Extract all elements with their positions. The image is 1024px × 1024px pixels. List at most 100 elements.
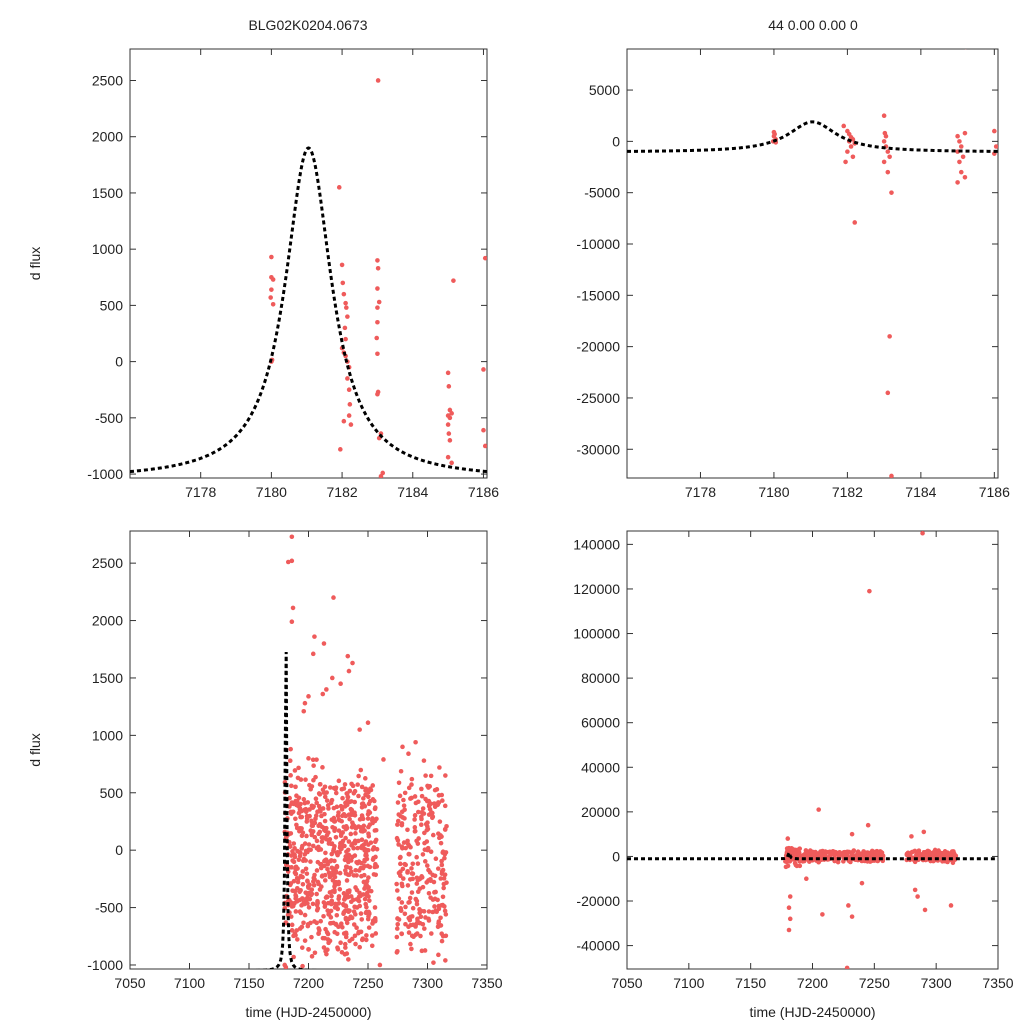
data-point	[785, 836, 791, 841]
data-point	[366, 831, 371, 837]
data-point	[435, 802, 441, 808]
data-point	[350, 854, 355, 860]
data-point	[950, 860, 956, 866]
data-point	[403, 904, 408, 910]
x-tick-label: 7180	[256, 484, 287, 500]
data-point	[310, 651, 316, 657]
data-point	[321, 641, 327, 646]
data-point	[295, 879, 301, 885]
data-point	[371, 872, 377, 877]
data-point	[865, 853, 871, 858]
data-point	[354, 873, 359, 878]
data-point	[328, 921, 333, 926]
data-point	[330, 675, 335, 681]
y-axis-label: d flux	[27, 247, 43, 280]
data-point	[347, 816, 352, 822]
data-point	[348, 831, 354, 837]
data-point	[344, 878, 350, 883]
data-point	[409, 782, 414, 787]
data-point	[301, 797, 307, 802]
x-tick-label: 7300	[921, 975, 952, 991]
data-point	[353, 831, 358, 836]
data-point	[366, 789, 371, 795]
data-point	[331, 805, 337, 811]
x-tick-label: 7182	[327, 484, 358, 500]
data-point	[406, 930, 412, 935]
data-point	[419, 793, 425, 799]
data-point	[319, 813, 324, 819]
data-point	[396, 896, 402, 901]
x-tick-label: 7182	[832, 484, 863, 500]
data-point	[419, 948, 425, 954]
data-point	[309, 820, 315, 825]
data-point	[398, 813, 404, 819]
y-tick-label: 1500	[92, 185, 123, 201]
y-tick-label: -40000	[576, 938, 620, 954]
data-point	[338, 843, 343, 849]
data-point	[947, 852, 953, 857]
data-point	[436, 831, 441, 836]
data-point	[366, 888, 372, 893]
y-tick-label: 2000	[92, 613, 123, 629]
data-point	[336, 778, 342, 784]
data-point	[951, 849, 956, 854]
x-tick-label: 7100	[174, 975, 205, 991]
x-tick-label: 7180	[758, 484, 789, 500]
data-point	[375, 258, 380, 263]
data-point	[345, 798, 350, 803]
data-point	[792, 860, 798, 866]
data-point	[889, 473, 894, 478]
data-point	[419, 809, 425, 815]
x-tick-label: 7300	[412, 975, 443, 991]
data-point	[304, 813, 310, 819]
data-point	[412, 794, 418, 799]
data-point	[287, 843, 293, 849]
data-point	[435, 866, 441, 871]
data-point	[440, 894, 446, 900]
data-point	[852, 220, 858, 225]
data-point	[341, 911, 346, 917]
data-point	[410, 905, 416, 911]
data-point	[881, 139, 887, 144]
data-point	[293, 892, 298, 898]
y-tick-label: 2500	[92, 555, 123, 571]
data-point	[314, 891, 319, 897]
data-point	[290, 903, 296, 909]
data-point	[339, 262, 345, 268]
data-point	[962, 174, 968, 180]
data-point	[350, 660, 355, 666]
data-point	[332, 874, 338, 880]
data-point	[306, 947, 311, 952]
data-point	[406, 900, 411, 905]
data-point	[398, 861, 403, 867]
data-point	[322, 902, 328, 907]
data-point	[334, 931, 340, 937]
data-point	[359, 804, 365, 810]
data-point	[352, 799, 358, 805]
data-point	[329, 851, 335, 857]
data-point	[396, 917, 402, 922]
plot-area	[248, 534, 449, 969]
data-point	[885, 149, 891, 154]
data-point	[293, 784, 298, 790]
data-point	[337, 870, 343, 876]
data-point	[326, 830, 331, 835]
data-point	[302, 938, 308, 943]
data-point	[405, 827, 410, 833]
data-point	[406, 915, 412, 921]
data-point	[343, 868, 348, 873]
data-point	[877, 849, 883, 854]
y-tick-label: 80000	[581, 670, 620, 686]
data-point	[424, 863, 430, 868]
data-point	[885, 390, 891, 396]
data-point	[311, 882, 317, 888]
data-point	[418, 822, 424, 828]
y-tick-label: -1000	[87, 466, 123, 482]
data-point	[422, 859, 428, 864]
data-point	[402, 911, 408, 917]
data-point	[305, 879, 310, 884]
data-point	[300, 963, 305, 969]
data-point	[292, 854, 298, 860]
data-point	[415, 861, 421, 866]
data-point	[375, 391, 380, 397]
